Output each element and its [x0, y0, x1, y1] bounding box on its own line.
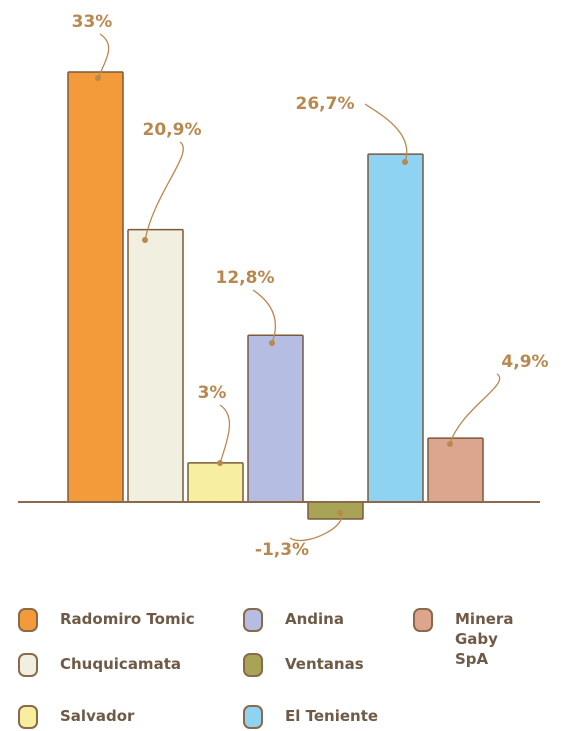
leader-line — [97, 33, 110, 79]
legend-item: Andina — [243, 608, 344, 632]
legend-label: Ventanas — [285, 655, 364, 673]
leader-dot — [142, 237, 148, 243]
legend-label: Andina — [285, 610, 344, 628]
value-label: -1,3% — [255, 540, 309, 560]
leader-dot — [337, 510, 343, 516]
leader-line — [364, 103, 408, 163]
leader-dot — [269, 340, 275, 346]
legend-swatch — [18, 608, 38, 632]
legend-item: Minera Gaby SpA — [413, 608, 553, 669]
leader-line — [252, 289, 277, 344]
leader-dot — [402, 159, 408, 165]
value-label: 12,8% — [216, 268, 275, 288]
legend-item: Salvador — [18, 705, 134, 729]
legend-swatch — [413, 608, 433, 632]
legend-item: El Teniente — [243, 705, 378, 729]
legend-swatch — [243, 608, 263, 632]
legend-item: Chuquicamata — [18, 653, 181, 677]
leader-line — [449, 373, 501, 445]
legend-swatch — [18, 653, 38, 677]
bar — [427, 437, 484, 503]
bar — [247, 334, 304, 503]
bar — [127, 228, 184, 503]
bar — [307, 501, 364, 520]
legend-label: Minera Gaby SpA — [455, 610, 514, 668]
value-label: 26,7% — [296, 94, 355, 114]
legend-swatch — [243, 705, 263, 729]
bar — [187, 462, 244, 503]
value-label: 4,9% — [501, 352, 548, 372]
leader-dot — [217, 460, 223, 466]
legend-label: Salvador — [60, 707, 135, 725]
bar — [367, 153, 424, 503]
value-label: 3% — [198, 383, 227, 403]
leader-line — [219, 404, 231, 464]
leader-line — [289, 512, 343, 542]
leader-line — [144, 141, 184, 241]
leader-dot — [447, 441, 453, 447]
legend-swatch — [18, 705, 38, 729]
legend-label: Radomiro Tomic — [60, 610, 195, 628]
legend-item: Ventanas — [243, 653, 364, 677]
bar — [67, 71, 124, 503]
legend-label: Chuquicamata — [60, 655, 181, 673]
legend-swatch — [243, 653, 263, 677]
legend-label: El Teniente — [285, 707, 379, 725]
legend-item: Radomiro Tomic — [18, 608, 195, 632]
value-label: 33% — [72, 12, 113, 32]
value-label: 20,9% — [143, 120, 202, 140]
leader-dot — [95, 75, 101, 81]
